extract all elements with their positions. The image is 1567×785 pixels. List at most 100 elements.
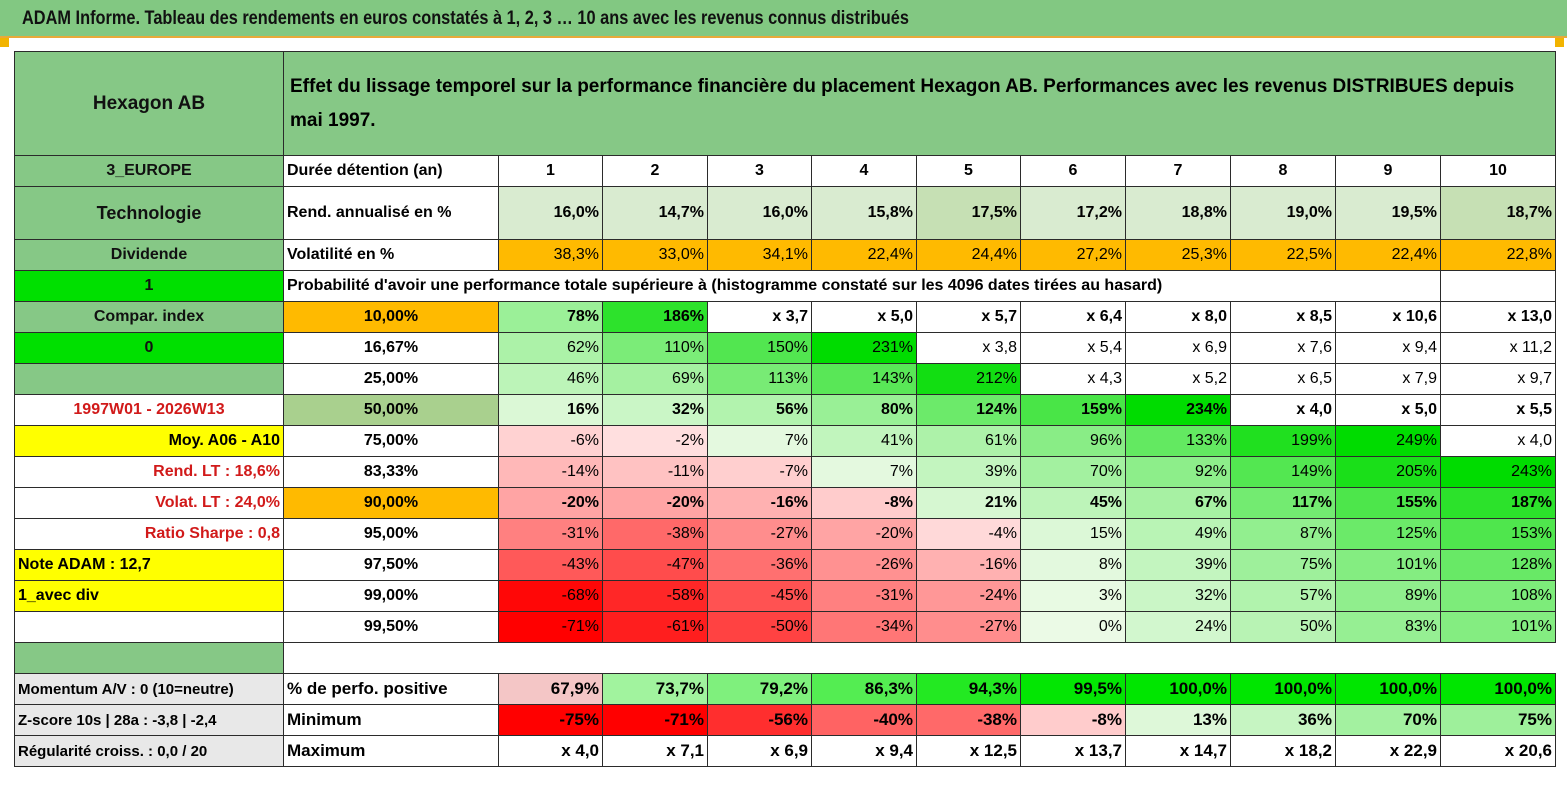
probability-row: Rend. LT : 18,6% 83,33% -14% -11% -7% 7% 39% 70…	[14, 456, 1556, 488]
performance-cell: 199%	[1230, 425, 1336, 457]
corner-marker	[1555, 38, 1564, 47]
performance-cell: x 7,6	[1230, 332, 1336, 364]
performance-cell: -2%	[602, 425, 708, 457]
performance-cell: 150%	[707, 332, 812, 364]
performance-cell: x 4,0	[1440, 425, 1556, 457]
performance-cell: 234%	[1125, 394, 1231, 426]
probability-row: 1997W01 - 2026W13 50,00% 16% 32% 56% 80% 124% 1…	[14, 394, 1556, 426]
minimum-value: 75%	[1440, 704, 1556, 736]
probability-level: 16,67%	[283, 332, 499, 364]
probability-level: 83,33%	[283, 456, 499, 488]
performance-cell: 101%	[1440, 611, 1556, 643]
performance-cell: x 9,4	[1335, 332, 1441, 364]
performance-cell: -27%	[707, 518, 812, 550]
performance-cell: 46%	[498, 363, 603, 395]
minimum-value: -56%	[707, 704, 812, 736]
performance-cell: x 11,2	[1440, 332, 1556, 364]
probability-row: 99,50% -71% -61% -50% -34% -27% 0% 24% 50% 83% 101…	[14, 611, 1556, 643]
maximum-label: Maximum	[283, 735, 499, 767]
performance-cell: 3%	[1020, 580, 1126, 612]
spacer-row	[14, 642, 1556, 674]
performance-cell: 69%	[602, 363, 708, 395]
probability-row: Note ADAM : 12,7 97,50% -43% -47% -36% -26% -1…	[14, 549, 1556, 581]
performance-cell: x 8,0	[1125, 301, 1231, 333]
performance-cell: 62%	[498, 332, 603, 364]
probability-level: 90,00%	[283, 487, 499, 519]
year-header: 3	[707, 155, 812, 187]
performance-cell: 7%	[811, 456, 917, 488]
performance-cell: 87%	[1230, 518, 1336, 550]
flag-1: 1	[14, 270, 284, 302]
performance-cell: x 6,9	[1125, 332, 1231, 364]
performance-cell: 108%	[1440, 580, 1556, 612]
year-header: 9	[1335, 155, 1441, 187]
positive-performance-value: 100,0%	[1335, 673, 1441, 705]
dividend-mode: 1_avec div	[14, 580, 284, 612]
performance-cell: -38%	[602, 518, 708, 550]
annual-return-value: 17,5%	[916, 186, 1021, 240]
positive-performance-value: 67,9%	[498, 673, 603, 705]
performance-cell: 96%	[1020, 425, 1126, 457]
spacer-cell	[14, 642, 284, 674]
performance-cell: 124%	[916, 394, 1021, 426]
performance-cell: 7%	[707, 425, 812, 457]
performance-cell: -20%	[498, 487, 603, 519]
probability-level: 10,00%	[283, 301, 499, 333]
performance-cell: 101%	[1335, 549, 1441, 581]
performance-cell: x 5,4	[1020, 332, 1126, 364]
performance-cell: 16%	[498, 394, 603, 426]
performance-cell: 56%	[707, 394, 812, 426]
performance-cell: 50%	[1230, 611, 1336, 643]
performance-cell: 133%	[1125, 425, 1231, 457]
probability-level: 99,00%	[283, 580, 499, 612]
average-label: Moy. A06 - A10	[14, 425, 284, 457]
performance-cell: -27%	[916, 611, 1021, 643]
performance-cell: 110%	[602, 332, 708, 364]
performance-cell: -71%	[498, 611, 603, 643]
probability-row: Moy. A06 - A10 75,00% -6% -2% 7% 41% 61% 96% 133…	[14, 425, 1556, 457]
performance-cell: 41%	[811, 425, 917, 457]
annual-return-value: 16,0%	[498, 186, 603, 240]
performance-cell: x 6,5	[1230, 363, 1336, 395]
annual-return-value: 16,0%	[707, 186, 812, 240]
report-title-bar: ADAM Informe. Tableau des rendements en …	[0, 0, 1567, 38]
maximum-value: x 12,5	[916, 735, 1021, 767]
annual-return-value: 19,5%	[1335, 186, 1441, 240]
asset-name: Hexagon AB	[14, 51, 284, 156]
performance-cell: x 10,6	[1335, 301, 1441, 333]
performance-cell: -24%	[916, 580, 1021, 612]
volatility-value: 22,4%	[1335, 239, 1441, 271]
performance-cell: 75%	[1230, 549, 1336, 581]
volatility-label: Volatilité en %	[283, 239, 499, 271]
probability-row: Compar. index 10,00% 78% 186% x 3,7 x 5,0 x 5,…	[14, 301, 1556, 333]
performance-cell: x 13,0	[1440, 301, 1556, 333]
performance-cell: x 5,0	[811, 301, 917, 333]
performance-cell: -6%	[498, 425, 603, 457]
performance-cell: -20%	[602, 487, 708, 519]
volatility-value: 38,3%	[498, 239, 603, 271]
maximum-value: x 14,7	[1125, 735, 1231, 767]
performance-cell: 80%	[811, 394, 917, 426]
sector-label: Technologie	[14, 186, 284, 240]
probability-level: 95,00%	[283, 518, 499, 550]
probability-level: 99,50%	[283, 611, 499, 643]
performance-cell: 39%	[1125, 549, 1231, 581]
volatility-value: 25,3%	[1125, 239, 1231, 271]
performance-cell: -8%	[811, 487, 917, 519]
performance-cell: -36%	[707, 549, 812, 581]
performance-cell: 113%	[707, 363, 812, 395]
performance-cell: x 5,2	[1125, 363, 1231, 395]
table-description: Effet du lissage temporel sur la perform…	[283, 51, 1556, 156]
year-header: 4	[811, 155, 917, 187]
performance-cell: -34%	[811, 611, 917, 643]
returns-table: Hexagon AB Effet du lissage temporel sur…	[14, 51, 1556, 767]
minimum-value: 36%	[1230, 704, 1336, 736]
annual-return-value: 15,8%	[811, 186, 917, 240]
maximum-value: x 13,7	[1020, 735, 1126, 767]
volatility-value: 34,1%	[707, 239, 812, 271]
performance-cell: 187%	[1440, 487, 1556, 519]
performance-cell: -68%	[498, 580, 603, 612]
performance-cell: 32%	[602, 394, 708, 426]
region-label: 3_EUROPE	[14, 155, 284, 187]
year-header: 6	[1020, 155, 1126, 187]
